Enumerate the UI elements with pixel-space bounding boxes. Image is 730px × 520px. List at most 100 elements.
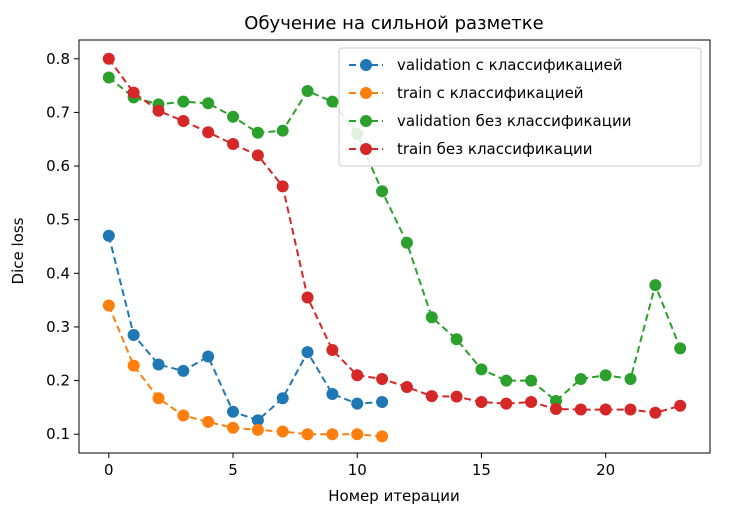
x-axis-ticks: 0 5 10 15 20 bbox=[104, 453, 615, 479]
data-point bbox=[227, 405, 240, 418]
data-point bbox=[152, 358, 165, 371]
data-point bbox=[500, 397, 513, 410]
y-axis-label: Dice loss bbox=[9, 217, 27, 284]
data-point bbox=[102, 71, 115, 84]
data-point bbox=[376, 185, 389, 198]
data-point bbox=[425, 390, 438, 403]
data-point bbox=[152, 104, 165, 117]
y-axis-ticks: 0.1 0.2 0.3 0.4 0.5 0.6 0.7 0.8 bbox=[46, 50, 79, 443]
x-tick-label: 10 bbox=[348, 461, 367, 479]
data-point bbox=[177, 114, 190, 127]
data-point bbox=[127, 359, 140, 372]
data-point bbox=[251, 414, 264, 427]
x-tick-label: 20 bbox=[596, 461, 615, 479]
data-point bbox=[599, 403, 612, 416]
y-tick-label: 0.5 bbox=[46, 211, 70, 229]
data-point bbox=[525, 396, 538, 409]
data-point bbox=[251, 149, 264, 162]
data-point bbox=[127, 86, 140, 99]
data-point bbox=[102, 52, 115, 65]
data-point bbox=[177, 364, 190, 377]
y-tick-label: 0.7 bbox=[46, 103, 70, 121]
data-point bbox=[574, 372, 587, 385]
data-point bbox=[649, 279, 662, 292]
data-point bbox=[574, 403, 587, 416]
data-point bbox=[624, 403, 637, 416]
data-point bbox=[276, 180, 289, 193]
series-line-0 bbox=[107, 235, 383, 422]
data-point bbox=[177, 409, 190, 422]
data-point bbox=[376, 430, 389, 443]
y-tick-label: 0.1 bbox=[46, 425, 70, 443]
data-point bbox=[301, 84, 314, 97]
x-tick-label: 5 bbox=[228, 461, 238, 479]
data-point bbox=[500, 374, 513, 387]
data-point bbox=[202, 97, 215, 110]
x-axis-label: Номер итерации bbox=[328, 487, 459, 505]
data-point bbox=[376, 396, 389, 409]
legend-box bbox=[338, 47, 702, 167]
data-point bbox=[351, 369, 364, 382]
data-point bbox=[227, 421, 240, 434]
data-point bbox=[649, 406, 662, 419]
plot-area bbox=[102, 52, 687, 443]
x-tick-label: 15 bbox=[472, 461, 491, 479]
data-point bbox=[276, 425, 289, 438]
data-point bbox=[376, 372, 389, 385]
data-point bbox=[251, 423, 264, 436]
data-point bbox=[227, 110, 240, 123]
y-tick-label: 0.6 bbox=[46, 157, 70, 175]
y-tick-label: 0.8 bbox=[46, 50, 70, 68]
data-point bbox=[326, 344, 339, 357]
plot-frame bbox=[78, 39, 711, 454]
legend-label: validation с классификацией bbox=[397, 56, 622, 74]
data-point bbox=[549, 403, 562, 416]
data-point bbox=[227, 138, 240, 151]
data-point bbox=[251, 126, 264, 139]
data-point bbox=[475, 363, 488, 376]
data-point bbox=[152, 392, 165, 405]
data-point bbox=[624, 372, 637, 385]
data-point bbox=[102, 299, 115, 312]
chart-title: Обучение на сильной разметке bbox=[244, 13, 543, 34]
data-point bbox=[599, 369, 612, 382]
legend-marker bbox=[360, 87, 372, 99]
data-point bbox=[450, 333, 463, 346]
y-tick-label: 0.3 bbox=[46, 318, 70, 336]
data-point bbox=[301, 346, 314, 359]
data-point bbox=[326, 95, 339, 108]
data-point bbox=[450, 390, 463, 403]
data-point bbox=[102, 229, 115, 242]
data-point bbox=[202, 415, 215, 428]
data-point bbox=[276, 392, 289, 405]
x-tick-label: 0 bbox=[104, 461, 114, 479]
legend: validation с классификацией train с класс… bbox=[338, 47, 702, 167]
data-point bbox=[351, 428, 364, 441]
data-point bbox=[674, 342, 687, 355]
legend-label: train без классификации bbox=[397, 140, 593, 158]
legend-marker bbox=[360, 59, 372, 71]
data-point bbox=[276, 124, 289, 137]
y-tick-label: 0.4 bbox=[46, 264, 70, 282]
data-point bbox=[202, 126, 215, 139]
data-point bbox=[326, 388, 339, 400]
data-point bbox=[326, 428, 339, 441]
data-point bbox=[351, 397, 364, 410]
data-point bbox=[400, 236, 413, 249]
data-point bbox=[674, 399, 687, 412]
data-point bbox=[525, 374, 538, 387]
legend-marker bbox=[360, 143, 372, 155]
legend-label: train с классификацией bbox=[397, 84, 584, 102]
y-tick-label: 0.2 bbox=[46, 372, 70, 390]
data-point bbox=[301, 291, 314, 304]
data-point bbox=[202, 350, 215, 363]
data-point bbox=[475, 396, 488, 409]
legend-label: validation без классификации bbox=[397, 112, 631, 130]
data-point bbox=[177, 95, 190, 108]
data-point bbox=[127, 329, 140, 341]
data-point bbox=[301, 428, 314, 441]
data-point bbox=[400, 381, 413, 394]
data-point bbox=[425, 311, 438, 324]
legend-marker bbox=[360, 115, 372, 127]
